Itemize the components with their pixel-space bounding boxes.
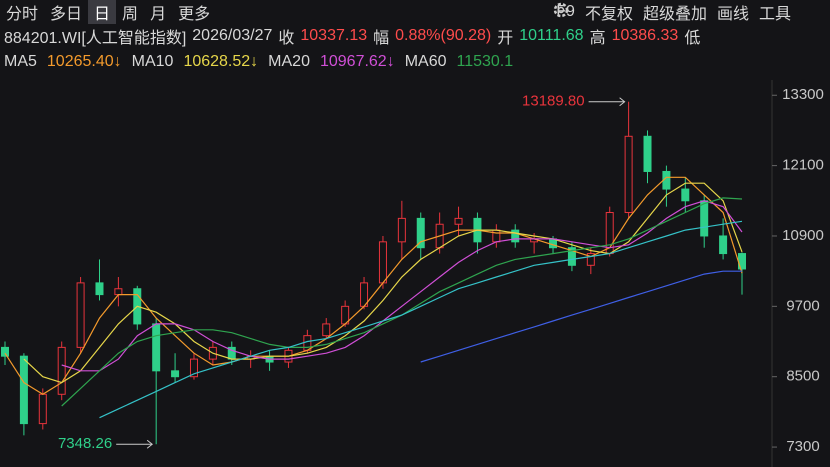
ma-value: 10628.52↓	[183, 53, 259, 70]
ma-name: MA10	[131, 53, 174, 70]
tool-button[interactable]: 画线	[716, 6, 749, 23]
candle-body	[19, 355, 28, 425]
candle-body	[38, 393, 47, 425]
y-tick-label: 7300	[786, 438, 819, 455]
tool-button[interactable]: 超级叠加	[642, 6, 707, 23]
candle-body	[76, 282, 85, 348]
info-change-label: 幅	[373, 30, 390, 47]
candle-body	[511, 229, 520, 243]
tab[interactable]: 日	[88, 0, 117, 24]
ma-value: 10265.40↓	[46, 53, 122, 70]
candle-body	[643, 135, 652, 172]
candle-body	[322, 323, 331, 337]
y-tick-label: 10900	[782, 227, 824, 244]
candle-body	[397, 217, 406, 243]
candle-body	[1, 346, 9, 357]
tool-button[interactable]: 工具	[758, 6, 791, 23]
candle-body	[95, 282, 104, 296]
tool-button[interactable]: 不复权	[584, 6, 633, 23]
ma-line	[420, 270, 742, 363]
ma-line	[99, 220, 743, 419]
candle-body	[189, 358, 198, 378]
ma-legend: MA5 10265.40↓ MA10 10628.52↓ MA20 10967.62↓ MA…	[0, 50, 830, 74]
info-high-label: 高	[589, 30, 606, 47]
candle-body	[567, 247, 576, 266]
candle-body	[416, 217, 425, 249]
annotation: 7348.26	[58, 435, 112, 452]
tab[interactable]: 月	[150, 6, 167, 23]
toolbar-right: F9 不复权 超级叠加 画线 工具	[551, 0, 796, 24]
info-code: 884201.WI[人工智能指数]	[4, 30, 187, 47]
info-change: 0.88%(90.28)	[395, 27, 492, 44]
candle-body	[719, 235, 728, 255]
y-tick-label: 8500	[786, 368, 819, 385]
annotation-arrowhead	[146, 439, 153, 449]
ma-name: MA20	[268, 53, 310, 70]
info-open-label: 开	[497, 30, 514, 47]
info-high: 10386.33	[611, 27, 679, 44]
candle-body	[681, 188, 690, 202]
y-tick-label: 13300	[782, 86, 824, 103]
ma-line	[4, 176, 743, 396]
settings-icon[interactable]	[551, 0, 571, 20]
candle-body	[114, 288, 123, 296]
annotation: 13189.80	[522, 93, 585, 110]
info-open: 10111.68	[519, 27, 584, 44]
candle-body	[378, 241, 387, 284]
candle-body	[454, 217, 463, 225]
y-tick-label: 12100	[782, 157, 824, 174]
candle-body	[624, 135, 633, 214]
tab[interactable]: 分时	[6, 6, 39, 23]
toolbar: 分时 多日日周月更多	[0, 0, 830, 24]
candle-body	[152, 323, 161, 372]
ma-name: MA5	[4, 53, 37, 70]
info-close-label: 收	[278, 30, 295, 47]
ma-value: 11530.1	[456, 53, 514, 70]
tab[interactable]: 多日	[50, 6, 83, 23]
annotation-arrowhead	[619, 97, 626, 107]
candle-body	[57, 346, 66, 395]
ma-line	[61, 200, 743, 372]
candle-body	[492, 229, 501, 243]
tab[interactable]: 更多	[178, 6, 211, 23]
ma-value: 10967.62↓	[319, 53, 395, 70]
tab[interactable]: 周	[122, 6, 139, 23]
ma-name: MA60	[404, 53, 447, 70]
y-tick-label: 9700	[786, 297, 819, 314]
info-bar: 884201.WI[人工智能指数] 2026/03/27 收 10337.13 幅 0.8…	[0, 24, 830, 48]
info-close: 10337.13	[300, 27, 368, 44]
info-date: 2026/03/27	[192, 27, 273, 44]
candle-body	[586, 253, 595, 266]
info-low-label: 低	[684, 30, 701, 47]
candle-body	[171, 370, 180, 378]
candle-body	[700, 200, 709, 237]
